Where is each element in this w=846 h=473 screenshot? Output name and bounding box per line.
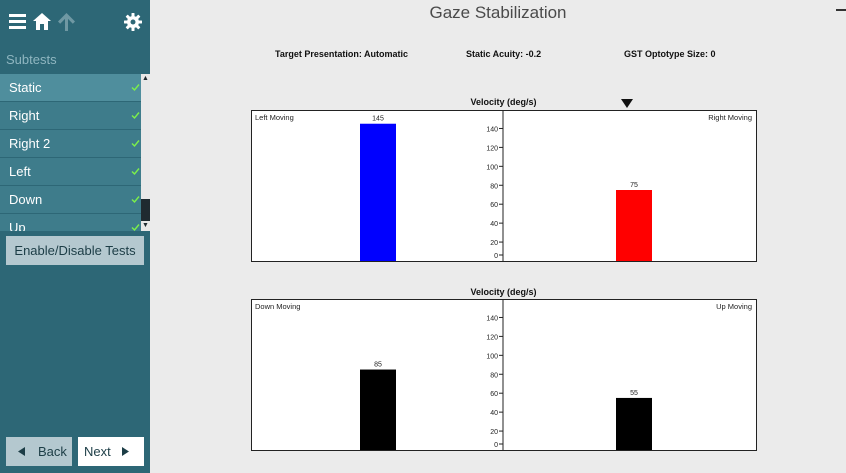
gear-icon[interactable] (124, 13, 142, 36)
hamburger-icon[interactable] (9, 13, 26, 35)
y-tick-label: 0 (494, 253, 498, 260)
subtest-item-down[interactable]: Down (0, 186, 141, 213)
next-button-label: Next (84, 444, 111, 459)
scroll-down-arrow-icon[interactable]: ▼ (142, 222, 149, 229)
y-tick-label: 20 (490, 240, 498, 247)
velocity-chart-vertical: 0 20 40 60 80 100 120 140 Down Moving Up Moving 85… (251, 299, 757, 451)
bar (616, 397, 652, 450)
subtest-item-label: Static (9, 80, 42, 95)
y-tick-label: 80 (490, 372, 498, 379)
subtest-scrollbar[interactable]: ▲ ▼ (141, 74, 150, 231)
bar-data-label: 75 (630, 182, 638, 189)
y-tick-label: 60 (490, 202, 498, 209)
bar (360, 369, 396, 450)
chart-title: Velocity (deg/s) (470, 97, 537, 107)
target-presentation-text: Target Presentation: Automatic (275, 49, 409, 59)
subtest-item-right-2[interactable]: Right 2 (0, 130, 141, 157)
velocity-chart-horizontal: 0 20 40 60 80 100 120 140 Left Moving Right Movin… (251, 110, 757, 262)
subtest-item-label: Up (9, 220, 26, 231)
triangle-left-icon (18, 447, 25, 456)
subtest-item-label: Right (9, 108, 40, 123)
scroll-thumb[interactable] (141, 199, 150, 221)
down-triangle-marker-icon (621, 99, 633, 108)
y-tick-label: 140 (486, 126, 498, 133)
optotype-size-text: GST Optotype Size: 0 (624, 49, 716, 59)
enable-disable-tests-button[interactable]: Enable/Disable Tests (6, 236, 144, 265)
next-button[interactable]: Next (78, 437, 144, 466)
up-arrow-icon (58, 13, 75, 36)
subtests-label: Subtests (6, 52, 57, 67)
bar (616, 190, 652, 261)
subtest-item-static[interactable]: Static (0, 74, 141, 101)
subtest-item-label: Down (9, 192, 43, 207)
bar-data-label: 55 (630, 390, 638, 397)
y-tick-label: 40 (490, 410, 498, 417)
check-icon (131, 140, 140, 148)
y-tick-label: 40 (490, 221, 498, 228)
home-icon[interactable] (33, 13, 51, 35)
subtest-item-label: Left (9, 164, 31, 179)
triangle-right-icon (122, 447, 129, 456)
category-label: Right Moving (708, 113, 752, 122)
bar (360, 123, 396, 261)
static-acuity-text: Static Acuity: -0.2 (466, 49, 542, 59)
y-tick-label: 100 (486, 164, 498, 171)
subtest-item-right[interactable]: Right (0, 102, 141, 129)
subtest-item-label: Right 2 (9, 136, 51, 151)
subtest-item-left[interactable]: Left (0, 158, 141, 185)
back-button-label: Back (38, 444, 67, 459)
check-icon (131, 224, 140, 231)
y-tick-label: 20 (490, 429, 498, 436)
sidebar: Subtests Static Right Right 2 Left Down … (0, 0, 150, 473)
page-title: Gaze Stabilization (429, 3, 567, 22)
category-label: Up Moving (716, 302, 752, 311)
y-tick-label: 60 (490, 391, 498, 398)
chart-svg: 0 20 40 60 80 100 120 140 Left Moving Right Movin… (255, 111, 752, 261)
bar-data-label: 85 (374, 362, 382, 369)
subtest-item-up[interactable]: Up (0, 214, 141, 231)
chart-svg: 0 20 40 60 80 100 120 140 Down Moving Up Moving 85… (255, 300, 752, 450)
category-label: Down Moving (255, 302, 300, 311)
y-tick-label: 80 (490, 183, 498, 190)
scroll-up-arrow-icon[interactable]: ▲ (142, 75, 149, 82)
y-tick-label: 140 (486, 315, 498, 322)
y-tick-label: 120 (486, 145, 498, 152)
category-label: Left Moving (255, 113, 294, 122)
check-icon (131, 196, 140, 204)
bar-data-label: 145 (372, 116, 384, 123)
back-button[interactable]: Back (6, 437, 72, 466)
check-icon (131, 84, 140, 92)
check-icon (131, 112, 140, 120)
y-tick-label: 100 (486, 353, 498, 360)
check-icon (131, 168, 140, 176)
subtest-list[interactable]: Static Right Right 2 Left Down Up (0, 74, 141, 231)
y-tick-label: 0 (494, 442, 498, 449)
minimize-icon[interactable] (836, 9, 846, 11)
y-tick-label: 120 (486, 334, 498, 341)
chart-title: Velocity (deg/s) (470, 287, 537, 297)
